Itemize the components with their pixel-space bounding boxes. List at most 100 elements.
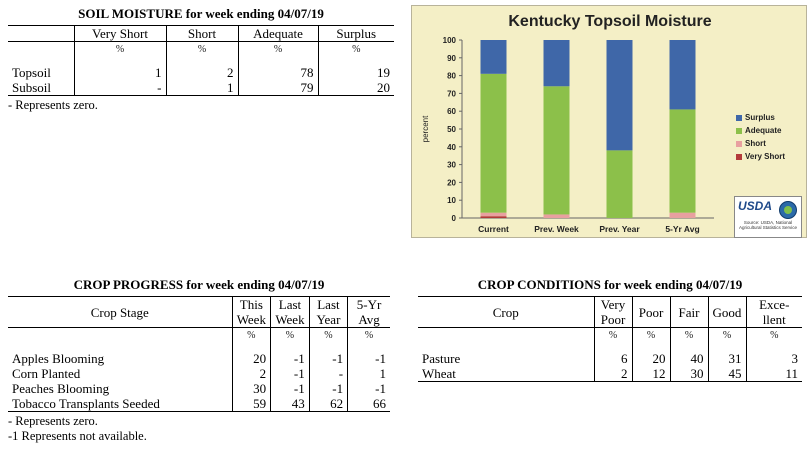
value-cell: 1 [347, 366, 390, 381]
value-cell: 1 [73, 65, 166, 80]
unit-cell: % [745, 327, 802, 343]
unit-cell: % [237, 41, 318, 57]
table-row: Wheat 2 12 30 45 11 [418, 366, 802, 382]
table-header-row: Very Short Short Adequate Surplus [8, 25, 394, 42]
chart-title: Kentucky Topsoil Moisture [508, 13, 712, 30]
bar-segment [606, 150, 633, 218]
legend-swatch [736, 127, 742, 134]
bar-segment [669, 212, 696, 218]
bar-segment [480, 73, 507, 213]
spacer-row [8, 57, 394, 65]
units-row: % % % % [8, 41, 394, 57]
row-label: Pasture [422, 351, 461, 366]
value-cell: 3 [745, 351, 802, 366]
row-label: Tobacco Transplants Seeded [8, 396, 233, 412]
soil-moisture-section: SOIL MOISTURE for week ending 04/07/19 V… [8, 6, 394, 113]
crop-conditions-table: Crop Very Poor Poor Fair Good Exce-llent … [418, 296, 802, 382]
value-cell: 20 [631, 351, 670, 366]
table-row: Tobacco Transplants Seeded 59 43 62 66 [8, 396, 390, 412]
row-label: Corn Planted [12, 366, 81, 381]
usda-logo: USDA Source: USDA, National Agricultural… [734, 196, 802, 238]
value-cell: 45 [707, 366, 746, 382]
value-cell: 30 [231, 381, 271, 396]
unit-cell: % [347, 327, 390, 343]
header-cell [8, 25, 74, 42]
value-cell: 66 [347, 396, 390, 412]
unit-cell: % [165, 41, 238, 57]
header-cell: Surplus [317, 25, 394, 42]
footnote: - Represents zero. [8, 414, 98, 428]
header-cell: Last Week [270, 296, 310, 328]
table-row: Topsoil 1 2 78 19 [8, 65, 394, 80]
bar-segment [543, 86, 570, 215]
table-row: Peaches Blooming 30 -1 -1 -1 [8, 381, 390, 396]
bar-segment [480, 40, 507, 74]
value-cell: 59 [231, 396, 271, 412]
x-tick-label: Prev. Year [599, 224, 640, 234]
y-tick-label: 10 [447, 196, 456, 205]
x-tick-label: 5-Yr Avg [665, 224, 699, 234]
table-row: Pasture 6 20 40 31 3 [418, 351, 802, 366]
value-cell: -1 [347, 351, 390, 366]
value-cell: 40 [669, 351, 708, 366]
unit-cell: % [73, 41, 166, 57]
crop-progress-section: CROP PROGRESS for week ending 04/07/19 C… [8, 277, 390, 444]
spacer-row [418, 343, 802, 351]
value-cell: 1 [165, 80, 238, 96]
unit-cell [418, 328, 594, 344]
legend-swatch [736, 114, 742, 121]
bar-segment [669, 109, 696, 213]
legend-item: Very Short [736, 152, 785, 161]
y-tick-label: 20 [447, 178, 456, 187]
crop-progress-title: CROP PROGRESS for week ending 04/07/19 [73, 277, 325, 292]
bar-segment [543, 40, 570, 87]
header-cell: Fair [669, 296, 708, 328]
bar-segment [480, 216, 507, 218]
soil-moisture-table: Very Short Short Adequate Surplus % % % … [8, 25, 394, 96]
value-cell: 20 [317, 80, 394, 96]
row-label: Subsoil [8, 80, 74, 96]
y-tick-label: 30 [447, 161, 456, 170]
header-cell: Very Poor [593, 296, 632, 328]
y-tick-label: 50 [447, 125, 456, 134]
value-cell: 19 [317, 65, 394, 80]
usda-logo-text: USDA [738, 199, 773, 213]
table-header-row: Crop Stage This Week Last Week Last Year 5-… [8, 296, 390, 328]
unit-cell: % [707, 327, 746, 343]
row-label: Apples Blooming [12, 351, 105, 366]
table-row: Subsoil - 1 79 20 [8, 80, 394, 96]
value-cell: 2 [231, 366, 271, 381]
header-cell: Poor [631, 296, 670, 328]
bar-segment [543, 214, 570, 218]
unit-cell: % [270, 327, 310, 343]
x-tick-label: Current [478, 224, 509, 234]
header-cell: Adequate [237, 25, 318, 42]
legend-label: Very Short [745, 152, 786, 161]
value-cell: - [73, 80, 166, 96]
x-tick-label: Prev. Week [534, 224, 579, 234]
value-cell: -1 [270, 381, 310, 396]
legend-label: Short [745, 139, 766, 148]
unit-cell: % [593, 327, 632, 343]
header-cell: Crop Stage [8, 296, 233, 328]
legend-label: Surplus [745, 113, 775, 122]
bar-segment [480, 212, 507, 217]
row-label: Peaches Blooming [12, 381, 110, 396]
header-cell: Good [707, 296, 746, 328]
header-cell: 5-Yr Avg [347, 296, 390, 328]
table-row: Apples Blooming 20 -1 -1 -1 [8, 351, 390, 366]
header-cell: Exce-llent [745, 296, 802, 328]
header-cell: Very Short [73, 25, 166, 42]
legend-item: Adequate [736, 126, 781, 135]
y-tick-label: 60 [447, 107, 456, 116]
value-cell: -1 [308, 351, 348, 366]
row-label: Topsoil [12, 65, 51, 80]
unit-cell: % [317, 41, 394, 57]
value-cell: 12 [631, 366, 670, 382]
value-cell: -1 [347, 381, 390, 396]
legend-item: Surplus [736, 113, 775, 122]
y-tick-label: 40 [447, 143, 456, 152]
value-cell: 6 [593, 351, 632, 366]
unit-cell: % [308, 327, 348, 343]
usda-seal-icon [779, 201, 797, 219]
